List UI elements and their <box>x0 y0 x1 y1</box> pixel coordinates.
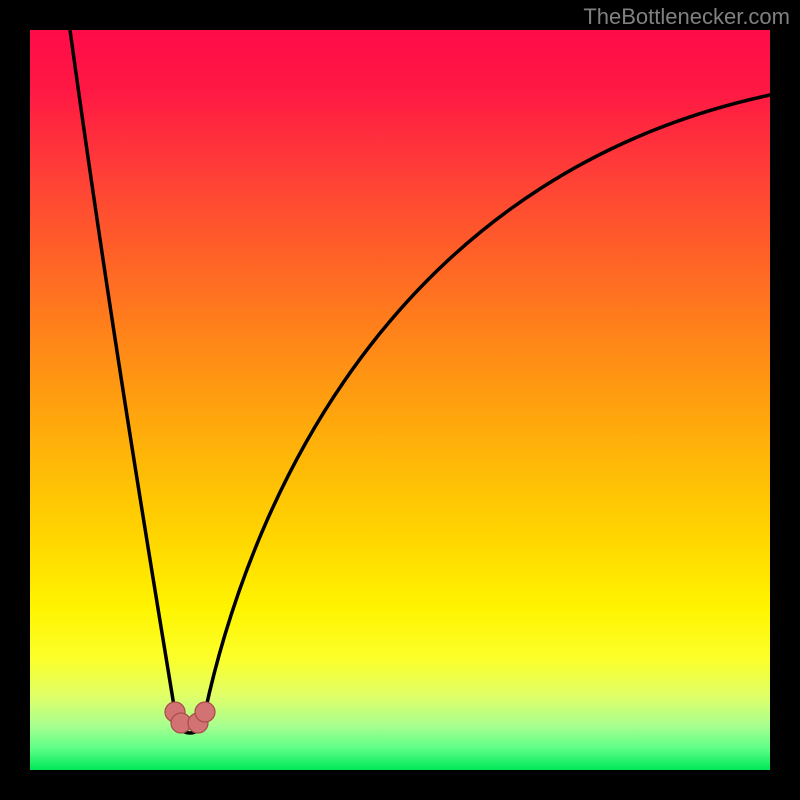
valley-marker <box>195 702 215 722</box>
plot-area <box>30 30 770 770</box>
watermark-text: TheBottlenecker.com <box>583 4 790 30</box>
chart-svg <box>0 0 800 800</box>
